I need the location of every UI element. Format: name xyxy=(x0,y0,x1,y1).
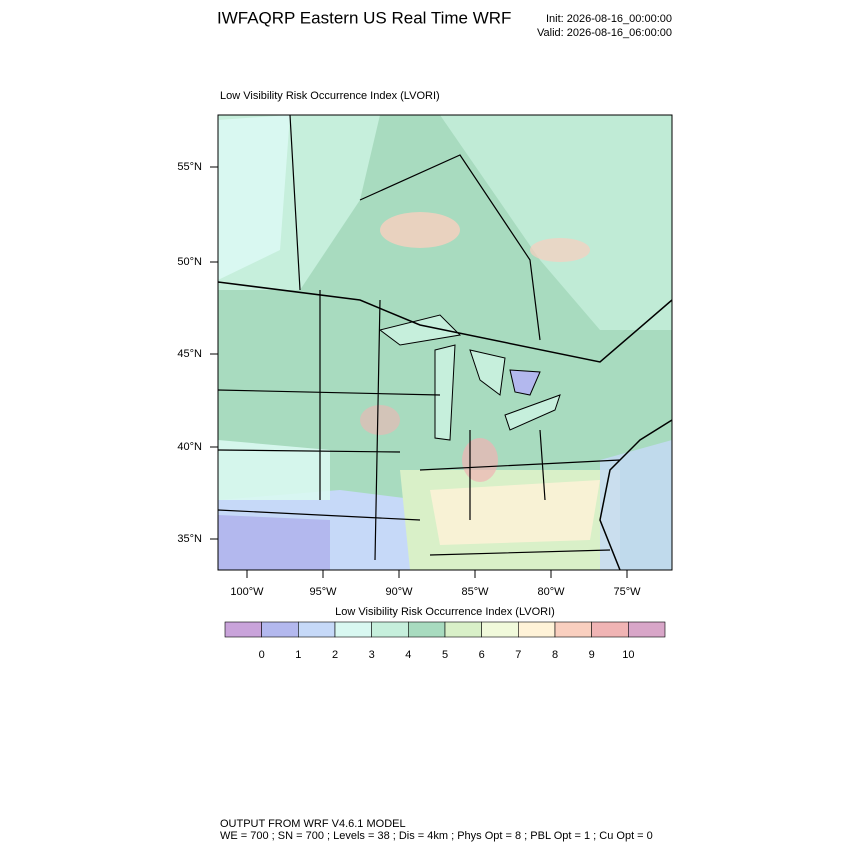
colorbar-label: 3 xyxy=(369,649,375,661)
valid-time: Valid: 2026-08-16_06:00:00 xyxy=(537,27,672,39)
colorbar-label: 9 xyxy=(589,649,595,661)
colorbar-box xyxy=(371,621,409,638)
footer-line: WE = 700 ; SN = 700 ; Levels = 38 ; Dis … xyxy=(220,830,653,842)
lon-label: 75°W xyxy=(613,586,641,598)
lon-label: 80°W xyxy=(537,586,565,598)
colorbar-label: 10 xyxy=(622,649,634,661)
map-title: Low Visibility Risk Occurrence Index (LV… xyxy=(220,90,440,102)
lon-label: 85°W xyxy=(461,586,489,598)
colorbar-box xyxy=(444,621,482,638)
lat-label: 40°N xyxy=(177,441,202,453)
colorbar-label: 1 xyxy=(295,649,301,661)
colorbar-label: 7 xyxy=(515,649,521,661)
colorbar-box xyxy=(518,621,556,638)
colorbar-label: 4 xyxy=(405,649,411,661)
colorbar-label: 2 xyxy=(332,649,338,661)
colorbar-label: 5 xyxy=(442,649,448,661)
lon-label: 90°W xyxy=(385,586,413,598)
map-frame xyxy=(217,114,673,571)
lon-label: 95°W xyxy=(309,586,337,598)
colorbar-box xyxy=(481,621,519,638)
map xyxy=(218,115,672,570)
lat-label: 35°N xyxy=(177,533,202,545)
lat-label: 55°N xyxy=(177,161,202,173)
title: IWFAQRP Eastern US Real Time WRF xyxy=(217,8,511,27)
colorbar-box xyxy=(628,621,666,638)
colorbar-label: 8 xyxy=(552,649,558,661)
lon-label: 100°W xyxy=(230,586,264,598)
init-time: Init: 2026-08-16_00:00:00 xyxy=(546,13,672,25)
lat-label: 45°N xyxy=(177,348,202,360)
colorbar-box xyxy=(591,621,629,638)
footer-line: OUTPUT FROM WRF V4.6.1 MODEL xyxy=(220,818,406,830)
colorbar-box xyxy=(408,621,446,638)
colorbar-box xyxy=(261,621,299,638)
colorbar-label: 0 xyxy=(259,649,265,661)
colorbar-label: 6 xyxy=(479,649,485,661)
colorbar-box xyxy=(334,621,372,638)
colorbar-title: Low Visibility Risk Occurrence Index (LV… xyxy=(335,606,555,618)
colorbar-box xyxy=(224,621,262,638)
colorbar-box xyxy=(298,621,336,638)
colorbar-box xyxy=(554,621,592,638)
lat-label: 50°N xyxy=(177,256,202,268)
